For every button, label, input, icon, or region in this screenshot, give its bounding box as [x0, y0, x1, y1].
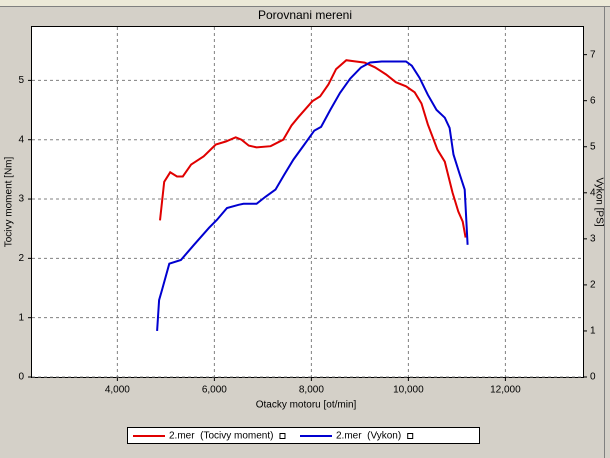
- y-tick-label: 2: [18, 253, 24, 264]
- legend-label: 2.mer (Vykon): [336, 431, 401, 442]
- x-tick-label: 4,000: [105, 385, 130, 396]
- y2-tick-label: 4: [590, 187, 596, 198]
- x-axis-label: Otacky motoru [ot/min]: [256, 400, 357, 411]
- x-tick-label: 10,000: [393, 385, 424, 396]
- chart-title: Porovnani mereni: [258, 8, 352, 22]
- y2-tick-label: 7: [590, 49, 596, 60]
- series-line: [156, 60, 469, 331]
- plot-area: [31, 26, 584, 378]
- series-line: [159, 59, 467, 238]
- y2-tick-label: 2: [590, 280, 596, 291]
- y2-tick-label: 3: [590, 233, 596, 244]
- y2-axis-label: Vykon [PS]: [593, 177, 604, 226]
- y2-tick-label: 0: [590, 372, 596, 383]
- legend-label: 2.mer (Tocivy moment): [169, 431, 273, 442]
- x-tick-label: 8,000: [299, 385, 324, 396]
- x-tick-label: 12,000: [490, 385, 521, 396]
- x-tick-label: 6,000: [202, 385, 227, 396]
- tab-strip: [0, 0, 610, 6]
- y2-tick-label: 1: [590, 326, 596, 337]
- y2-tick-label: 6: [590, 95, 596, 106]
- legend-checkbox: [279, 433, 286, 439]
- y-axis-label: Tocivy moment [Nm]: [4, 156, 15, 247]
- y-tick-label: 4: [18, 134, 24, 145]
- y-tick-label: 3: [18, 194, 24, 205]
- y-tick-label: 5: [18, 75, 24, 86]
- legend-checkbox: [407, 433, 414, 439]
- y-tick-label: 0: [18, 372, 24, 383]
- y2-tick-label: 5: [590, 141, 596, 152]
- y-tick-label: 1: [18, 312, 24, 323]
